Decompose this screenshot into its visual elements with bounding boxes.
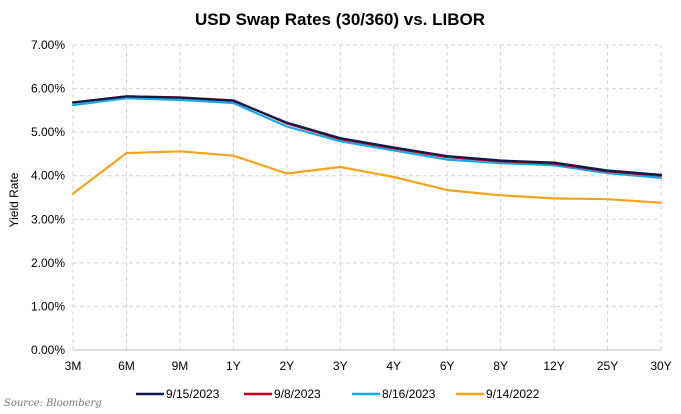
y-tick-label: 5.00%: [31, 125, 65, 139]
series-line: [71, 95, 663, 177]
series-line: [71, 97, 663, 179]
legend: 9/15/2023 9/8/2023 8/16/2023 9/14/2022: [136, 387, 540, 401]
x-tick-label: 8Y: [493, 359, 508, 373]
x-tick-label: 6M: [118, 359, 135, 373]
series-line: [71, 150, 663, 204]
series-line: [71, 95, 663, 176]
y-tick-label: 7.00%: [31, 38, 65, 52]
legend-label: 9/14/2022: [486, 387, 540, 401]
legend-label: 9/15/2023: [166, 387, 220, 401]
x-tick-label: 12Y: [543, 359, 564, 373]
x-tick-label: 3Y: [333, 359, 348, 373]
y-tick-label: 0.00%: [31, 343, 65, 357]
y-tick-label: 6.00%: [31, 82, 65, 96]
y-tick-label: 4.00%: [31, 169, 65, 183]
series-lines: [71, 95, 663, 204]
x-tick-label: 9M: [172, 359, 189, 373]
x-tick-label: 6Y: [440, 359, 455, 373]
y-tick-labels: 0.00% 1.00% 2.00% 3.00% 4.00% 5.00% 6.00% 7.00%: [31, 38, 65, 357]
chart-title: USD Swap Rates (30/360) vs. LIBOR: [195, 10, 485, 29]
y-tick-label: 2.00%: [31, 256, 65, 270]
legend-label: 8/16/2023: [382, 387, 436, 401]
x-tick-label: 25Y: [597, 359, 618, 373]
y-axis-label: Yield Rate: [7, 172, 21, 227]
x-tick-label: 3M: [65, 359, 82, 373]
x-tick-labels: 3M 6M 9M 1Y 2Y 3Y 4Y 6Y 8Y 12Y 25Y 30Y: [65, 359, 672, 373]
x-tick-label: 2Y: [279, 359, 294, 373]
x-tick-label: 30Y: [650, 359, 671, 373]
y-tick-label: 3.00%: [31, 212, 65, 226]
legend-label: 9/8/2023: [274, 387, 321, 401]
y-tick-label: 1.00%: [31, 299, 65, 313]
x-tick-label: 4Y: [386, 359, 401, 373]
source-note: Source: Bloomberg: [4, 398, 102, 409]
x-tick-label: 1Y: [226, 359, 241, 373]
gridlines: [72, 44, 662, 350]
